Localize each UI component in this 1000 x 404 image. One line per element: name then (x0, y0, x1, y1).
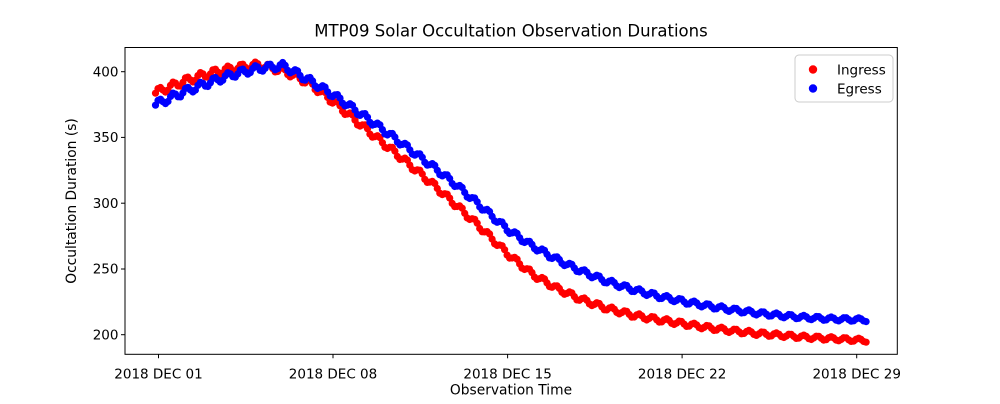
series-egress (151, 58, 870, 326)
chart-title: MTP09 Solar Occultation Observation Dura… (314, 22, 707, 41)
legend: Ingress Egress (794, 54, 894, 103)
data-point (391, 147, 399, 155)
y-tick-label: 350 (93, 130, 119, 146)
data-point (862, 318, 870, 326)
plot-border (124, 47, 898, 355)
legend-box (794, 54, 894, 103)
y-tick-label: 250 (93, 262, 119, 278)
data-point (501, 246, 509, 254)
x-tick-label: 2018 DEC 01 (114, 367, 202, 383)
x-tick-label: 2018 DEC 29 (812, 367, 900, 383)
x-axis-label: Observation Time (450, 383, 572, 399)
y-tick-label: 300 (93, 196, 119, 212)
y-ticks: 200 250 300 350 400 (93, 64, 125, 343)
data-point (862, 338, 870, 346)
legend-label-ingress: Ingress (837, 62, 886, 78)
legend-marker-egress-icon (808, 84, 818, 93)
y-tick-label: 200 (93, 327, 119, 343)
y-tick-label: 400 (93, 64, 119, 80)
x-ticks: 2018 DEC 01 2018 DEC 08 2018 DEC 15 2018 DE… (114, 354, 901, 383)
x-tick-label: 2018 DEC 08 (289, 367, 377, 383)
y-axis-label: Occultation Duration (s) (64, 118, 80, 284)
x-tick-label: 2018 DEC 22 (638, 367, 726, 383)
x-tick-label: 2018 DEC 15 (463, 367, 551, 383)
legend-label-egress: Egress (837, 81, 882, 97)
legend-marker-ingress-icon (808, 65, 818, 74)
series-ingress (151, 58, 870, 346)
